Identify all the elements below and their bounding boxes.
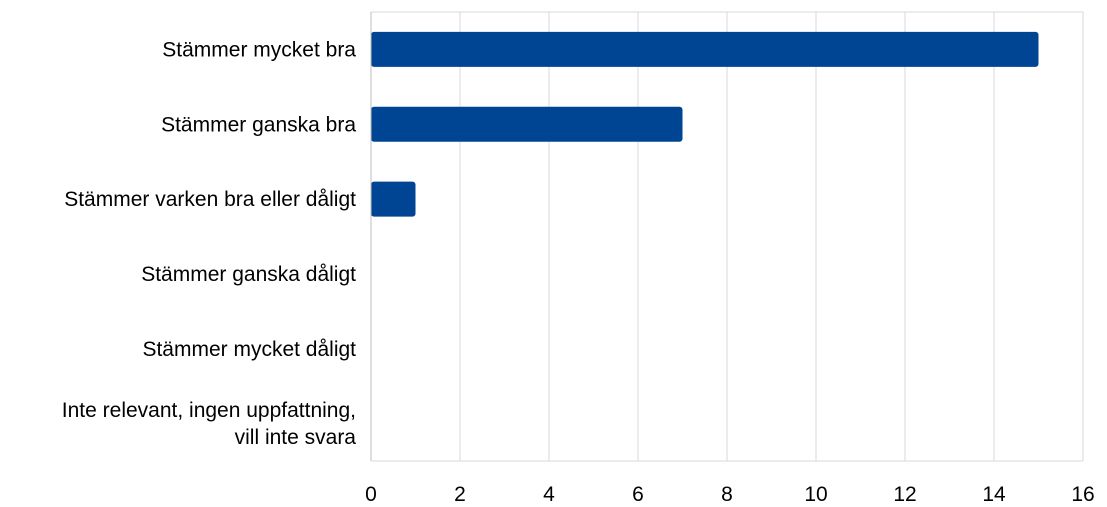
x-tick-label-12: 12: [893, 483, 916, 506]
x-tick-label-8: 8: [721, 483, 733, 506]
bars: [371, 31, 1039, 217]
category-label-2: Stämmer varken bra eller dåligt: [64, 188, 356, 211]
bar-1: [371, 106, 683, 142]
tick-labels: 0 2 4 6 8 10 12 14 16: [365, 483, 1095, 506]
category-label-3: Stämmer ganska dåligt: [141, 263, 356, 286]
x-tick-label-6: 6: [632, 483, 644, 506]
x-tick-label-16: 16: [1071, 483, 1094, 506]
category-label-4: Stämmer mycket dåligt: [142, 338, 356, 361]
category-label-5-line-0: Inte relevant, ingen uppfattning,: [62, 399, 356, 422]
x-tick-label-0: 0: [365, 483, 377, 506]
x-tick-label-2: 2: [454, 483, 466, 506]
category-label-5-line-1: vill inte svara: [235, 426, 357, 449]
x-tick-label-4: 4: [543, 483, 555, 506]
x-tick-label-14: 14: [982, 483, 1006, 506]
bar-0: [371, 31, 1039, 67]
x-tick-label-10: 10: [804, 483, 827, 506]
category-labels: Stämmer mycket bra Stämmer ganska bra Stäm…: [62, 38, 357, 449]
bar-2: [371, 181, 416, 217]
category-label-0: Stämmer mycket bra: [162, 38, 356, 61]
category-label-1: Stämmer ganska bra: [161, 113, 356, 136]
grid-lines: [459, 12, 1084, 461]
axes: [370, 11, 1083, 462]
